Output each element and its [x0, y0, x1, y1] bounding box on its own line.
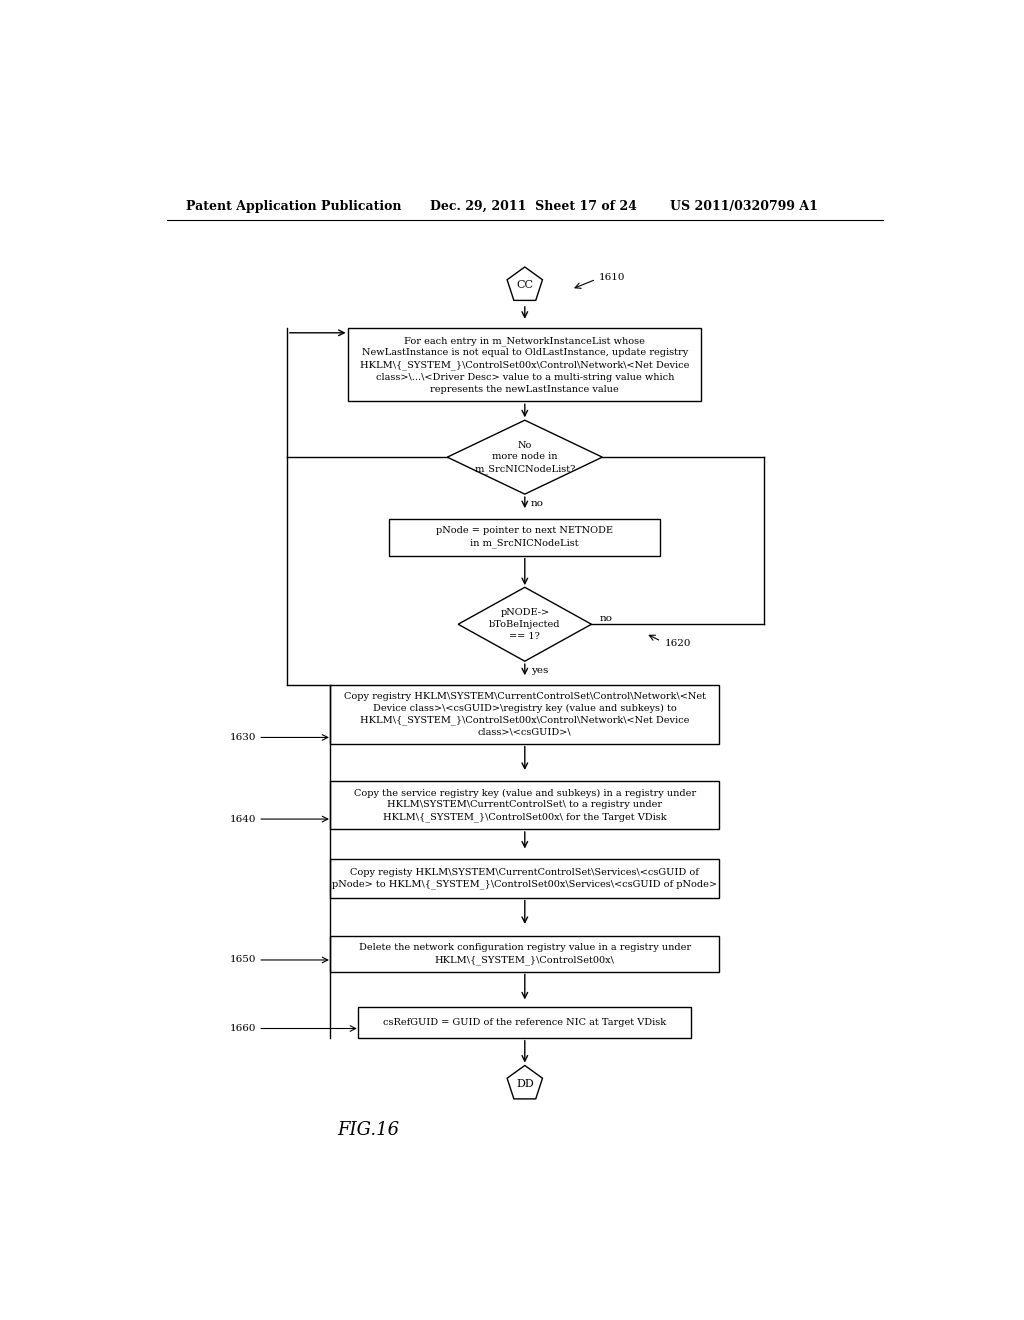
FancyBboxPatch shape: [331, 859, 719, 898]
Text: Delete the network configuration registry value in a registry under
HKLM\{_SYSTE: Delete the network configuration registr…: [358, 942, 691, 965]
Text: Dec. 29, 2011  Sheet 17 of 24: Dec. 29, 2011 Sheet 17 of 24: [430, 199, 637, 213]
Text: 1630: 1630: [229, 733, 256, 742]
Text: 1650: 1650: [229, 956, 256, 965]
FancyBboxPatch shape: [358, 1007, 691, 1038]
Text: csRefGUID = GUID of the reference NIC at Target VDisk: csRefGUID = GUID of the reference NIC at…: [383, 1018, 667, 1027]
Text: 1640: 1640: [229, 814, 256, 824]
Text: pNODE->
bToBeInjected
== 1?: pNODE-> bToBeInjected == 1?: [489, 609, 560, 640]
Text: US 2011/0320799 A1: US 2011/0320799 A1: [671, 199, 818, 213]
Text: Patent Application Publication: Patent Application Publication: [186, 199, 401, 213]
Text: 1610: 1610: [598, 273, 625, 282]
Polygon shape: [507, 1065, 543, 1098]
Text: For each entry in m_NetworkInstanceList whose
NewLastInstance is not equal to Ol: For each entry in m_NetworkInstanceList …: [360, 337, 689, 393]
FancyBboxPatch shape: [389, 519, 660, 556]
FancyBboxPatch shape: [331, 685, 719, 743]
Text: 1620: 1620: [665, 639, 691, 648]
Text: DD: DD: [516, 1078, 534, 1089]
FancyBboxPatch shape: [331, 936, 719, 972]
Text: FIG.16: FIG.16: [337, 1121, 399, 1139]
Text: CC: CC: [516, 280, 534, 290]
Text: no: no: [531, 499, 544, 508]
Text: No
more node in
m_SrcNICNodeList?: No more node in m_SrcNICNodeList?: [474, 441, 575, 474]
Text: Copy registry HKLM\SYSTEM\CurrentControlSet\Control\Network\<Net
Device class>\<: Copy registry HKLM\SYSTEM\CurrentControl…: [344, 692, 706, 737]
FancyBboxPatch shape: [348, 329, 701, 401]
Polygon shape: [458, 587, 592, 661]
Text: Copy the service registry key (value and subkeys) in a registry under
HKLM\SYSTE: Copy the service registry key (value and…: [353, 788, 696, 822]
Polygon shape: [447, 420, 602, 494]
Text: yes: yes: [531, 667, 549, 675]
Text: pNode = pointer to next NETNODE
in m_SrcNICNodeList: pNode = pointer to next NETNODE in m_Src…: [436, 527, 613, 548]
Text: Copy registy HKLM\SYSTEM\CurrentControlSet\Services\<csGUID of
pNode> to HKLM\{_: Copy registy HKLM\SYSTEM\CurrentControlS…: [333, 867, 717, 890]
Text: 1660: 1660: [229, 1024, 256, 1034]
Text: no: no: [599, 614, 612, 623]
Polygon shape: [507, 267, 543, 301]
FancyBboxPatch shape: [331, 781, 719, 829]
